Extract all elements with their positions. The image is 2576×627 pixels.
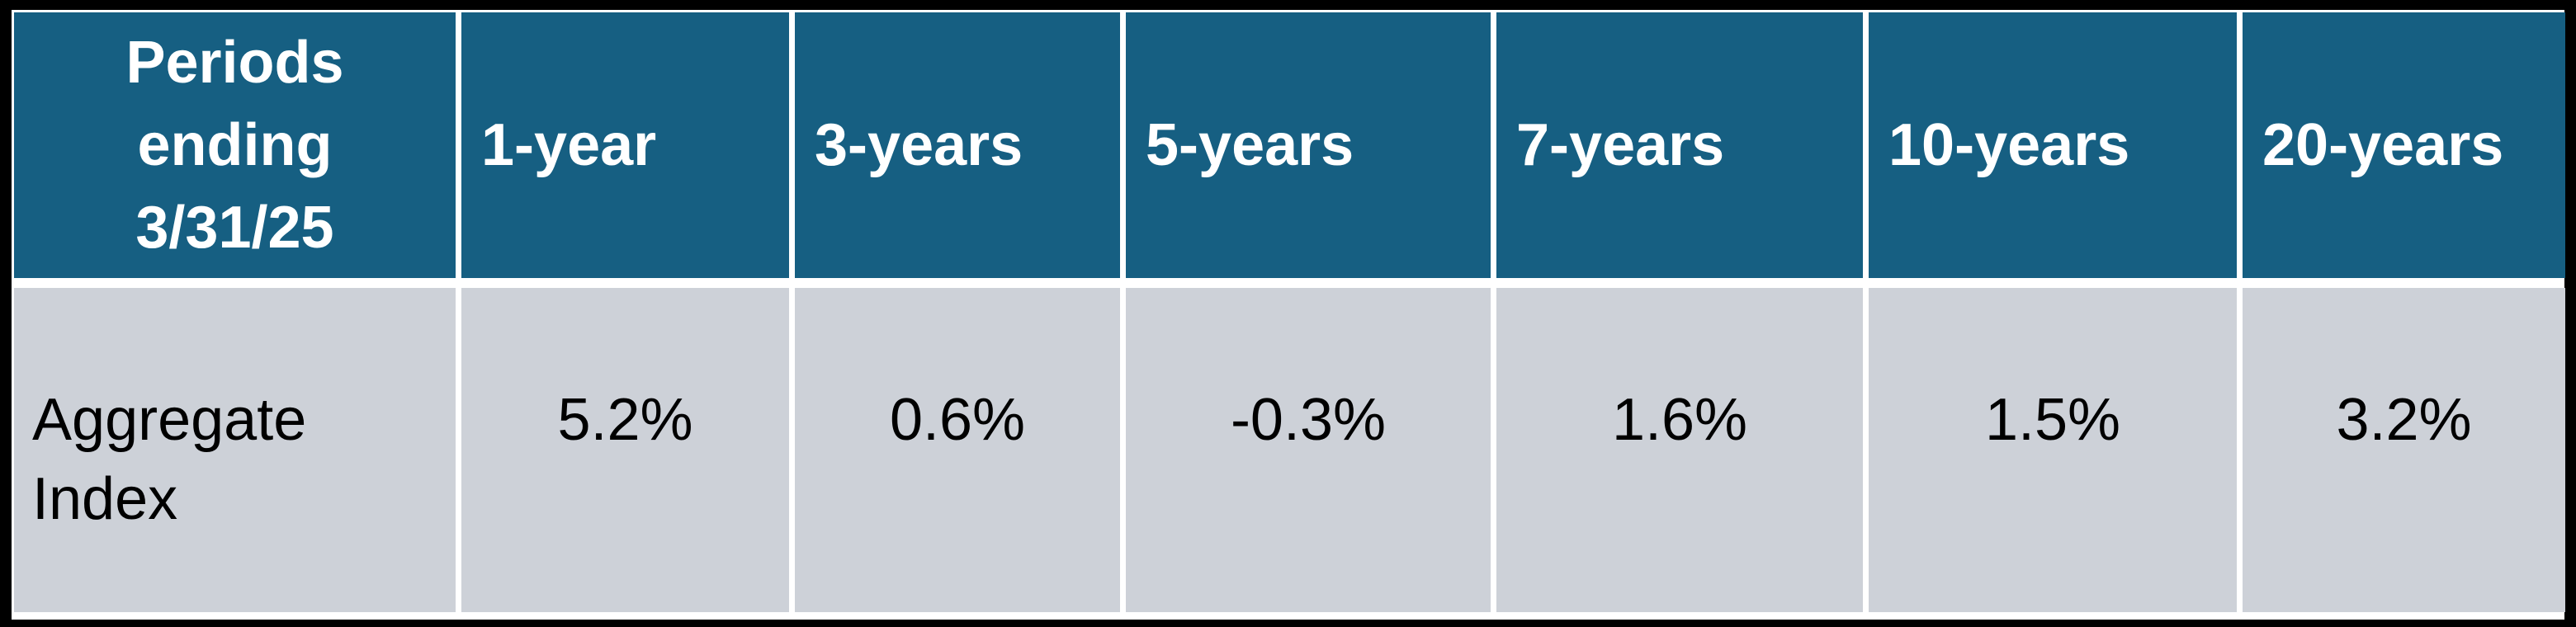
value-aggregate-10-years: 1.5% — [1869, 288, 2237, 612]
header-cell-10-years: 10-years — [1869, 12, 2237, 278]
value-aggregate-7-years: 1.6% — [1496, 288, 1863, 612]
header-cell-20-years: 20-years — [2243, 12, 2565, 278]
value-aggregate-1-year: 5.2% — [461, 288, 789, 612]
value-aggregate-3-years: 0.6% — [795, 288, 1120, 612]
header-cell-7-years: 7-years — [1496, 12, 1863, 278]
row-label-aggregate-index: Aggregate Index — [14, 288, 456, 612]
value-aggregate-5-years: -0.3% — [1126, 288, 1491, 612]
returns-table: Periods ending 3/31/25 1-year 3-years 5-… — [12, 10, 2565, 620]
header-cell-3-years: 3-years — [795, 12, 1120, 278]
header-cell-1-year: 1-year — [461, 12, 789, 278]
header-cell-periods-ending: Periods ending 3/31/25 — [14, 12, 456, 278]
value-aggregate-20-years: 3.2% — [2243, 288, 2565, 612]
header-cell-5-years: 5-years — [1126, 12, 1491, 278]
